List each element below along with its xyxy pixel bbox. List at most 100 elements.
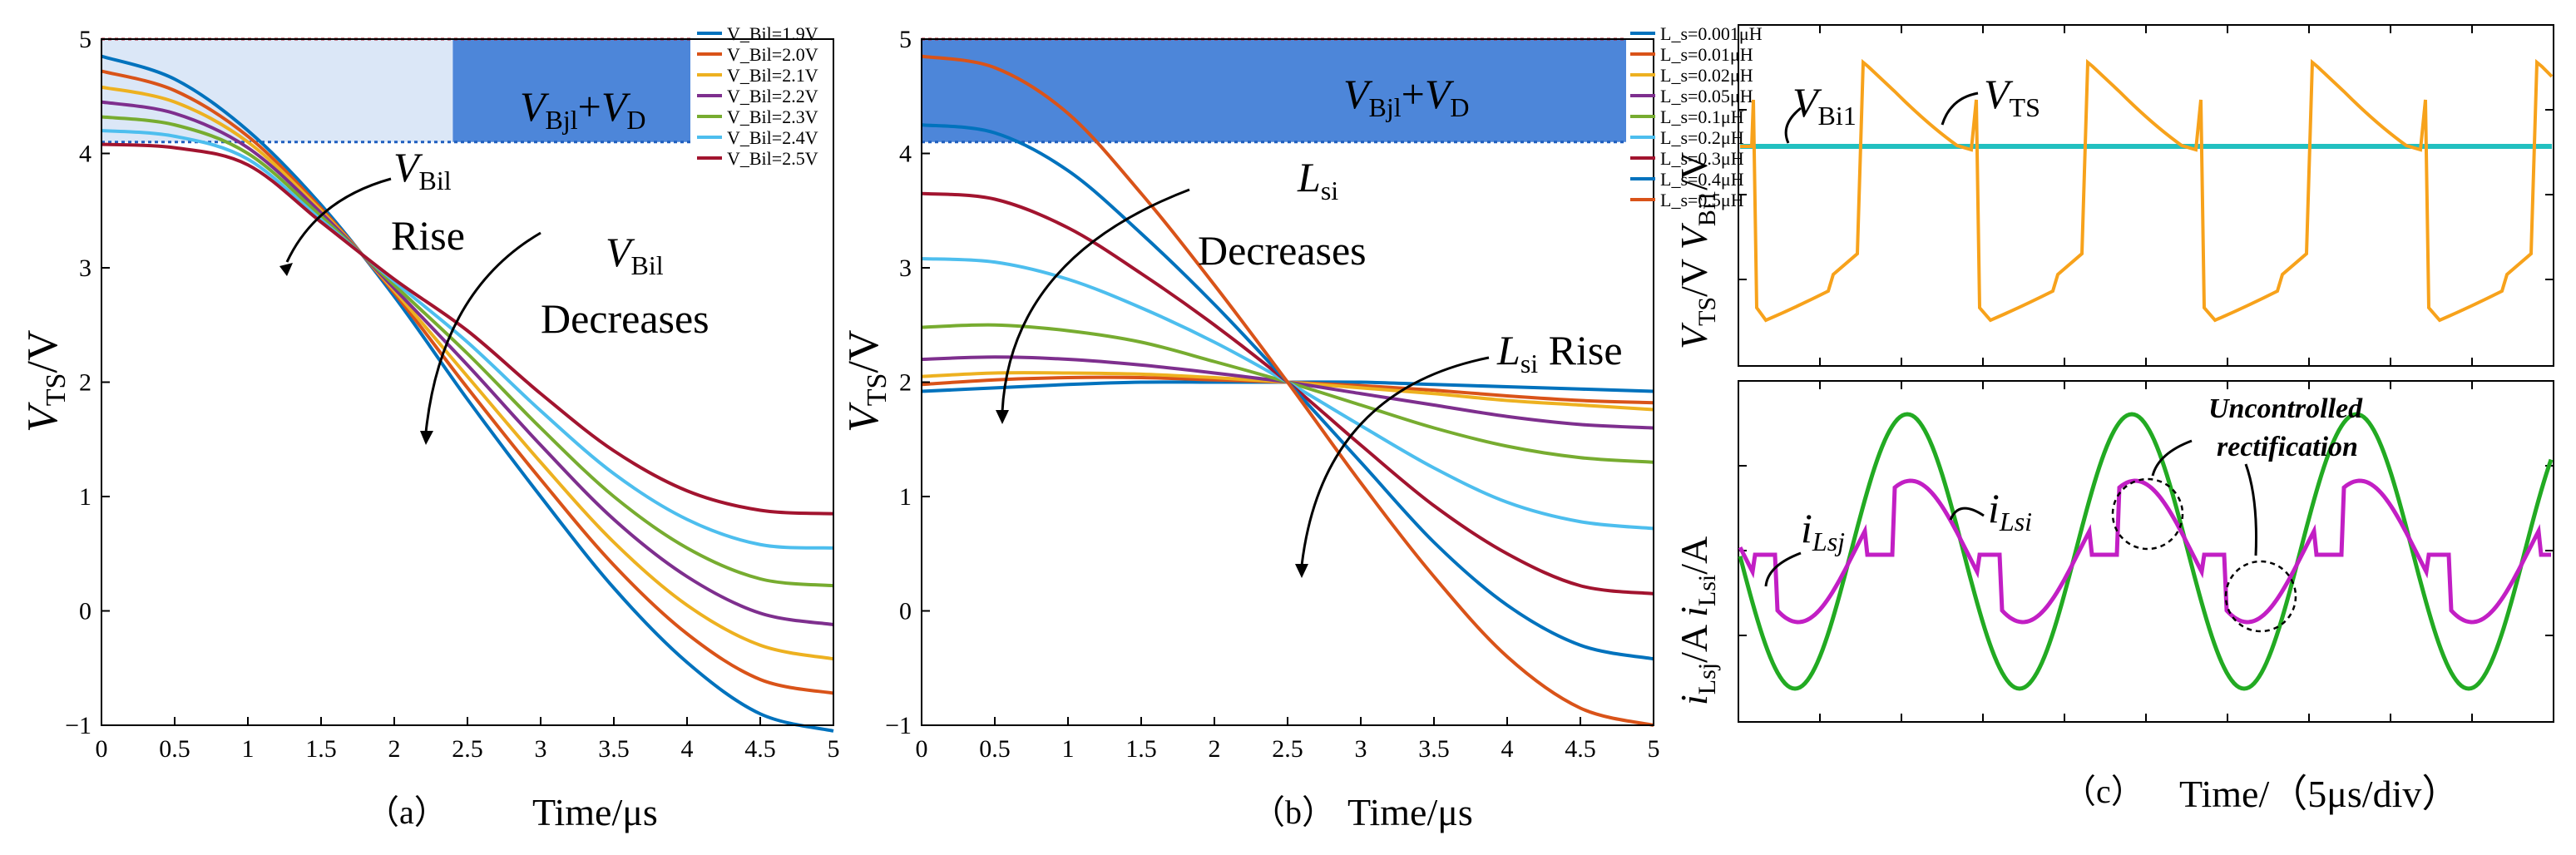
legend-label-a-3: V_Bil=2.2V bbox=[727, 86, 818, 106]
annotation-vbil-symbol: VBil bbox=[393, 144, 452, 195]
legend-label-a-2: V_Bil=2.1V bbox=[727, 65, 818, 86]
y-label-c-bottom: iLsj/A iLsi/A bbox=[1673, 536, 1721, 705]
series-b bbox=[921, 54, 1654, 727]
legend-label-b-0: L_s=0.001μH bbox=[1660, 23, 1763, 44]
caption-b: （b） bbox=[1252, 793, 1335, 831]
band-b-label: VBjl+VD bbox=[1343, 71, 1470, 122]
x-tick-label-a-10: 5 bbox=[828, 735, 840, 763]
band-a-label: VBjl+VD bbox=[520, 83, 646, 135]
x-tick-label-a-2: 1 bbox=[242, 735, 255, 763]
arrow-ilsi bbox=[1949, 507, 1985, 521]
x-tick-label-a-0: 0 bbox=[96, 735, 108, 763]
arrow-decrease-a bbox=[424, 231, 541, 433]
x-label-b: Time/μs bbox=[1347, 791, 1473, 833]
y-tick-label-a-1: 0 bbox=[79, 598, 91, 625]
annotation-rise: Rise bbox=[391, 212, 465, 259]
y-tick-label-b-5: 4 bbox=[899, 141, 912, 168]
annotation-lsi-symbol: Lsi bbox=[1297, 154, 1338, 205]
y-tick-label-a-2: 1 bbox=[79, 483, 91, 511]
x-tick-label-b-6: 3 bbox=[1355, 735, 1367, 763]
legend-label-b-4: L_s=0.1μH bbox=[1660, 106, 1744, 127]
x-tick-label-b-1: 0.5 bbox=[979, 735, 1011, 763]
arrow-ilsj bbox=[1764, 551, 1802, 587]
x-tick-label-b-0: 0 bbox=[916, 735, 928, 763]
arrowhead-decrease-a bbox=[420, 431, 433, 445]
y-tick-label-b-4: 3 bbox=[899, 255, 912, 282]
legend-label-a-0: V_Bil=1.9V bbox=[727, 23, 818, 44]
band-a-solid bbox=[452, 39, 690, 142]
y-tick-label-a-0: −1 bbox=[65, 712, 91, 739]
series-line-a-3 bbox=[101, 100, 834, 626]
x-tick-label-b-3: 1.5 bbox=[1125, 735, 1157, 763]
y-tick-label-b-2: 1 bbox=[899, 483, 912, 511]
series-line-a-2 bbox=[101, 85, 834, 661]
x-tick-label-b-7: 3.5 bbox=[1418, 735, 1450, 763]
series-line-a-1 bbox=[101, 69, 834, 695]
x-tick-label-b-8: 4 bbox=[1501, 735, 1514, 763]
arrow-note-1 bbox=[2151, 439, 2193, 477]
arrowhead-rise-a bbox=[279, 263, 293, 276]
label-vbi1: VBi1 bbox=[1792, 79, 1857, 131]
x-tick-label-b-10: 5 bbox=[1648, 735, 1660, 763]
vts-waveform bbox=[1740, 58, 2554, 323]
circle-trough bbox=[2224, 560, 2297, 633]
axes-c-bottom-frame bbox=[1738, 380, 2554, 723]
x-tick-label-a-6: 3 bbox=[535, 735, 547, 763]
x-tick-label-b-2: 1 bbox=[1062, 735, 1075, 763]
annotation-decreases-a: Decreases bbox=[541, 295, 710, 342]
arrowhead-rise-b bbox=[1295, 564, 1308, 578]
y-tick-label-b-3: 2 bbox=[899, 369, 912, 397]
legend-label-b-7: L_s=0.4μH bbox=[1660, 169, 1744, 190]
band-a-shading bbox=[101, 39, 453, 142]
legend-a: V_Bil=1.9VV_Bil=2.0VV_Bil=2.1VV_Bil=2.2V… bbox=[697, 23, 818, 169]
x-tick-label-b-4: 2 bbox=[1209, 735, 1221, 763]
arrowhead-decrease-b bbox=[996, 410, 1009, 424]
x-tick-label-b-9: 4.5 bbox=[1565, 735, 1596, 763]
series-a bbox=[101, 54, 834, 733]
legend-label-a-6: V_Bil=2.5V bbox=[727, 148, 818, 169]
series-line-b-8 bbox=[921, 54, 1654, 727]
x-tick-label-a-5: 2.5 bbox=[452, 735, 483, 763]
y-label-c-top: VTS/V VBi1/V bbox=[1673, 152, 1721, 349]
note-rectification: rectification bbox=[2217, 432, 2358, 462]
caption-c: （c） bbox=[2063, 773, 2144, 810]
label-ilsj: iLsj bbox=[1801, 505, 1845, 556]
y-tick-label-b-0: −1 bbox=[885, 712, 912, 739]
ilsi-waveform bbox=[1738, 412, 2554, 691]
legend-label-a-5: V_Bil=2.4V bbox=[727, 127, 818, 148]
y-label-a: VTS/V bbox=[19, 330, 72, 432]
legend-label-a-1: V_Bil=2.0V bbox=[727, 44, 818, 65]
circle-peak bbox=[2111, 477, 2184, 551]
arrow-note-2 bbox=[2244, 463, 2257, 556]
arrow-rise-b bbox=[1300, 356, 1490, 566]
legend-label-b-8: L_s=0.5μH bbox=[1660, 190, 1744, 210]
x-tick-label-a-7: 3.5 bbox=[598, 735, 630, 763]
x-label-a: Time/μs bbox=[532, 791, 658, 833]
x-tick-label-a-9: 4.5 bbox=[744, 735, 776, 763]
series-line-a-4 bbox=[101, 115, 834, 588]
arrow-rise-a bbox=[285, 177, 392, 263]
series-line-a-0 bbox=[101, 54, 834, 733]
x-tick-label-a-3: 1.5 bbox=[305, 735, 337, 763]
series-line-b-5 bbox=[921, 257, 1654, 531]
arrow-decrease-b bbox=[1001, 188, 1190, 413]
label-ilsi: iLsi bbox=[1988, 485, 2032, 536]
x-tick-label-a-8: 4 bbox=[681, 735, 694, 763]
x-label-c: Time/（5μs/div） bbox=[2179, 773, 2460, 815]
arrow-vbi1 bbox=[1784, 106, 1802, 144]
panel-c: VBi1 VTS iLsj iLsi Uncontrolled rectific… bbox=[1673, 24, 2554, 815]
legend-label-b-5: L_s=0.2μH bbox=[1660, 127, 1744, 148]
caption-a: （a） bbox=[366, 793, 447, 831]
x-tick-label-a-4: 2 bbox=[388, 735, 401, 763]
annotation-decreases-b: Decreases bbox=[1198, 227, 1367, 274]
y-tick-label-b-1: 0 bbox=[899, 598, 912, 625]
label-vts: VTS bbox=[1984, 71, 2040, 122]
band-b-solid bbox=[922, 39, 1626, 142]
legend-label-b-6: L_s=0.3μH bbox=[1660, 148, 1744, 169]
y-tick-label-a-6: 5 bbox=[79, 26, 91, 53]
